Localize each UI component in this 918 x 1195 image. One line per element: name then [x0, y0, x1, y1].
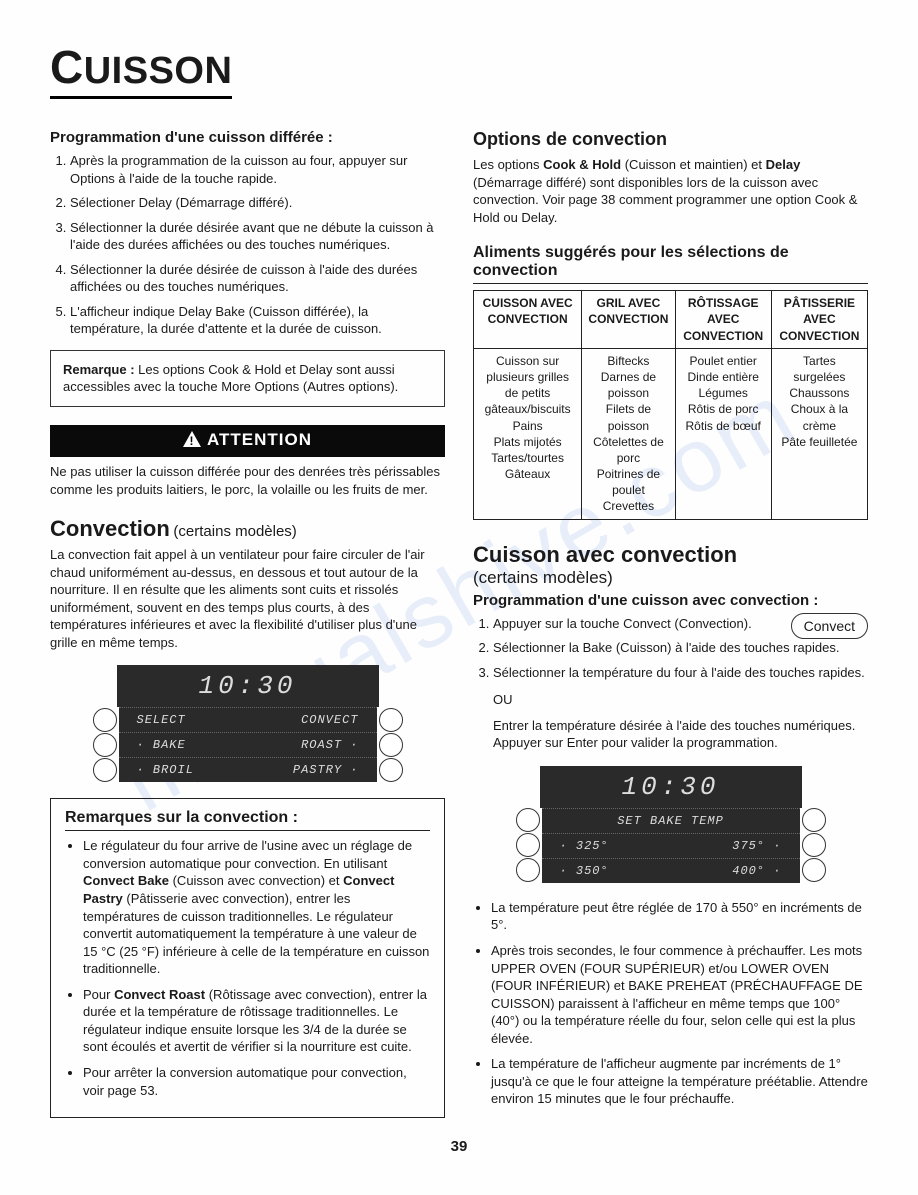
warning-icon: !	[183, 431, 201, 452]
foods-th-1: CUISSON AVEC CONVECTION	[474, 291, 582, 349]
display1-left-button-3[interactable]	[93, 758, 117, 782]
display2-row3-left: · 350°	[560, 864, 609, 878]
remarks-heading: Remarques sur la convection :	[65, 809, 430, 831]
display1-row1-left: SELECT	[137, 713, 186, 727]
remark-label: Remarque :	[63, 362, 135, 377]
display2-row2-left: · 325°	[560, 839, 609, 853]
left-column: Programmation d'une cuisson différée : A…	[50, 123, 445, 1118]
heading-foods: Aliments suggérés pour les sélections de…	[473, 244, 868, 284]
display1-row3-left: · BROIL	[137, 763, 194, 777]
prog2-step-3: Sélectionner la température du four à l'…	[493, 664, 868, 682]
prog2-step-2: Sélectionner la Bake (Cuisson) à l'aide …	[493, 639, 868, 657]
remarks-list: Le régulateur du four arrive de l'usine …	[65, 837, 430, 1099]
prog2-note-3: La température de l'afficheur augmente p…	[491, 1055, 868, 1108]
remark-item-3: Pour arrêter la conversion automatique p…	[83, 1064, 430, 1099]
convection-remarks-box: Remarques sur la convection : Le régulat…	[50, 798, 445, 1118]
prog2-note-1: La température peut être réglée de 170 à…	[491, 899, 868, 934]
oven-display-2: 10:30 SET BAKE TEMP · 325° 375° · · 350° 4…	[516, 766, 826, 883]
display2-time: 10:30	[540, 766, 802, 808]
display1-left-button-2[interactable]	[93, 733, 117, 757]
display2-row1: SET BAKE TEMP	[617, 814, 724, 828]
display2-right-button-3[interactable]	[802, 858, 826, 882]
display2-left-button-1[interactable]	[516, 808, 540, 832]
heading-convection: Convection	[50, 516, 170, 541]
display1-left-button-1[interactable]	[93, 708, 117, 732]
foods-table: CUISSON AVEC CONVECTION GRIL AVEC CONVEC…	[473, 290, 868, 519]
foods-th-3: RÔTISSAGE AVEC CONVECTION	[675, 291, 771, 349]
step-3: Sélectionner la durée désirée avant que …	[70, 219, 445, 254]
foods-td-1: Cuisson sur plusieurs grilles de petits …	[474, 348, 582, 519]
heading-cuisson-convection-sub: (certains modèles)	[473, 568, 613, 587]
heading-options: Options de convection	[473, 129, 868, 150]
prog2-note-2: Après trois secondes, le four commence à…	[491, 942, 868, 1047]
step-5: L'afficheur indique Delay Bake (Cuisson …	[70, 303, 445, 338]
heading-convection-sub: (certains modèles)	[173, 523, 296, 540]
attention-label: ATTENTION	[207, 430, 312, 449]
page-number: 39	[50, 1138, 868, 1155]
display1-right-button-2[interactable]	[379, 733, 403, 757]
display1-row3-right: PASTRY ·	[293, 763, 359, 777]
foods-td-3: Poulet entierDinde entièreLégumesRôtis d…	[675, 348, 771, 519]
step-4: Sélectionner la durée désirée de cuisson…	[70, 261, 445, 296]
remark-box: Remarque : Les options Cook & Hold et De…	[50, 350, 445, 407]
delayed-steps: Après la programmation de la cuisson au …	[50, 152, 445, 338]
step-2: Sélectioner Delay (Démarrage différé).	[70, 194, 445, 212]
display1-right-button-1[interactable]	[379, 708, 403, 732]
display2-right-button-1[interactable]	[802, 808, 826, 832]
attention-text: Ne pas utiliser la cuisson différée pour…	[50, 463, 445, 498]
options-paragraph: Les options Cook & Hold (Cuisson et main…	[473, 156, 868, 226]
foods-th-2: GRIL AVEC CONVECTION	[582, 291, 675, 349]
display1-row1-right: CONVECT	[301, 713, 358, 727]
svg-text:!: !	[189, 434, 194, 447]
display1-time: 10:30	[117, 665, 379, 707]
convection-paragraph: La convection fait appel à un ventilateu…	[50, 546, 445, 651]
display2-row3-right: 400° ·	[732, 864, 781, 878]
page-title: CUISSON	[50, 40, 232, 99]
display1-row2-left: · BAKE	[137, 738, 186, 752]
heading-cuisson-convection: Cuisson avec convection	[473, 542, 737, 567]
heading-programmation: Programmation d'une cuisson différée :	[50, 129, 445, 146]
display2-row2-right: 375° ·	[732, 839, 781, 853]
prog2-notes: La température peut être réglée de 170 à…	[473, 899, 868, 1108]
display2-left-button-2[interactable]	[516, 833, 540, 857]
display1-right-button-3[interactable]	[379, 758, 403, 782]
foods-td-2: BiftecksDarnes de poissonFilets de poiss…	[582, 348, 675, 519]
remark-item-2: Pour Convect Roast (Rôtissage avec conve…	[83, 986, 430, 1056]
oven-display-1: 10:30 SELECT CONVECT · BAKE ROAST · · BROI…	[93, 665, 403, 782]
convect-button[interactable]: Convect	[791, 613, 868, 639]
remark-item-1: Le régulateur du four arrive de l'usine …	[83, 837, 430, 977]
right-column: Options de convection Les options Cook &…	[473, 123, 868, 1118]
or-paragraph: Entrer la température désirée à l'aide d…	[493, 717, 868, 752]
display2-left-button-3[interactable]	[516, 858, 540, 882]
heading-programmation-2: Programmation d'une cuisson avec convect…	[473, 592, 868, 609]
display1-row2-right: ROAST ·	[301, 738, 358, 752]
attention-banner: ! ATTENTION	[50, 425, 445, 457]
foods-th-4: PÂTISSERIE AVEC CONVECTION	[771, 291, 867, 349]
foods-td-4: Tartes surgeléesChaussonsChoux à la crèm…	[771, 348, 867, 519]
step-1: Après la programmation de la cuisson au …	[70, 152, 445, 187]
or-label: OU	[493, 691, 868, 709]
display2-right-button-2[interactable]	[802, 833, 826, 857]
